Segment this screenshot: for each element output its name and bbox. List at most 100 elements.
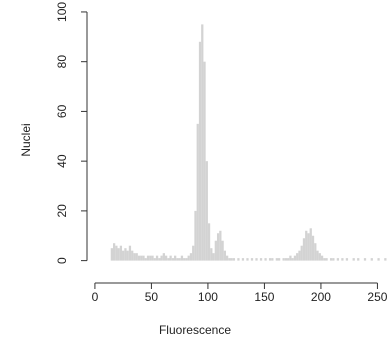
bar (232, 258, 236, 261)
bar (228, 258, 231, 261)
bar (153, 258, 156, 261)
bar (210, 248, 213, 261)
bar (185, 258, 188, 261)
y-tick-label: 100 (55, 2, 69, 22)
y-tick-label: 60 (55, 104, 69, 118)
bar (171, 258, 175, 261)
bar (370, 258, 373, 261)
bar (259, 258, 263, 261)
bar (137, 255, 141, 261)
bar (345, 258, 349, 261)
bar (146, 255, 150, 261)
bar (126, 250, 129, 261)
x-tick-label: 150 (254, 290, 274, 304)
bar (293, 255, 297, 261)
bar (151, 255, 154, 261)
bar (241, 258, 245, 261)
bar (298, 250, 301, 261)
bar (377, 258, 380, 261)
bar (119, 245, 123, 261)
bar (282, 258, 285, 261)
bar (144, 258, 147, 261)
bar (341, 258, 344, 261)
bar (305, 230, 308, 261)
bar (198, 41, 202, 261)
bar (194, 210, 197, 261)
bar (307, 233, 310, 261)
bar (336, 258, 340, 261)
bar (124, 248, 127, 261)
bar (169, 255, 172, 261)
bar (142, 255, 145, 261)
bar (205, 161, 208, 261)
y-axis-label: Nuclei (19, 123, 33, 156)
bar (300, 245, 303, 261)
bar (384, 258, 387, 261)
bar (323, 258, 326, 261)
bar (271, 258, 274, 261)
x-tick-label: 100 (198, 290, 218, 304)
bar (110, 248, 113, 261)
bar (309, 228, 312, 261)
bar (226, 255, 229, 261)
bar (176, 258, 179, 261)
bar (183, 258, 186, 261)
bar (311, 235, 315, 261)
bar (187, 255, 190, 261)
bar (221, 240, 224, 261)
bar (192, 245, 195, 261)
bar (174, 255, 177, 261)
bar (203, 61, 206, 261)
bar (207, 223, 211, 261)
bar (178, 258, 181, 261)
bar (275, 258, 278, 261)
bar (167, 258, 170, 261)
bar (162, 253, 165, 261)
y-tick-label: 40 (55, 154, 69, 168)
bar (112, 243, 116, 261)
bar (284, 258, 288, 261)
bar (128, 245, 132, 261)
bar (287, 258, 290, 261)
bar (302, 238, 306, 261)
bar (320, 255, 324, 261)
y-tick-label: 0 (55, 257, 69, 264)
bar (277, 258, 281, 261)
bar (237, 258, 240, 261)
bar (164, 255, 168, 261)
bar (160, 255, 163, 261)
x-axis-label: Fluorescence (159, 323, 231, 337)
bar (264, 258, 267, 261)
bar (332, 258, 335, 261)
x-tick-label: 250 (367, 290, 387, 304)
bar (158, 258, 161, 261)
bar (212, 253, 215, 261)
bar (180, 255, 184, 261)
bar (223, 250, 227, 261)
bar (214, 240, 217, 261)
bar (115, 245, 118, 261)
bar (122, 250, 125, 261)
bar (135, 253, 138, 261)
bar (316, 250, 319, 261)
bar (155, 255, 159, 261)
bar (216, 233, 220, 261)
bar (357, 258, 360, 261)
bar (140, 255, 143, 261)
bar (219, 230, 222, 261)
bar (363, 258, 367, 261)
bar (352, 258, 355, 261)
bar (268, 258, 272, 261)
y-tick-label: 80 (55, 55, 69, 69)
bar (117, 248, 120, 261)
bar (289, 255, 292, 261)
bar (149, 255, 152, 261)
x-tick-label: 200 (311, 290, 331, 304)
bar (318, 253, 321, 261)
x-tick-label: 0 (92, 290, 99, 304)
bar (230, 258, 233, 261)
bar (329, 258, 333, 261)
bar (201, 24, 204, 261)
bar (196, 123, 199, 261)
